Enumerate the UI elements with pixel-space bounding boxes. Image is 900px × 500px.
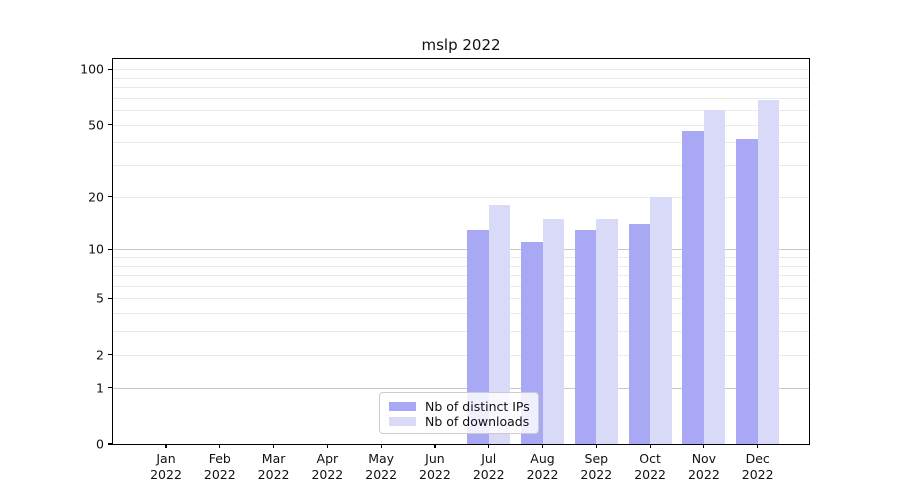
x-tick-label: Jan 2022	[150, 451, 182, 482]
bar-nb-of-distinct-ips	[682, 131, 704, 444]
legend: Nb of distinct IPs Nb of downloads	[379, 392, 539, 434]
x-tick-mark	[380, 444, 382, 448]
x-tick-label: Feb 2022	[203, 451, 236, 482]
x-tick-label: Sep 2022	[580, 451, 613, 482]
legend-item: Nb of distinct IPs	[389, 399, 530, 414]
bar-nb-of-distinct-ips	[467, 229, 489, 444]
gridline	[113, 165, 809, 167]
bar-nb-of-downloads	[703, 110, 726, 444]
legend-swatch-downloads-icon	[389, 417, 416, 426]
x-tick-mark	[272, 444, 275, 448]
gridline	[113, 77, 809, 79]
legend-label: Nb of distinct IPs	[425, 399, 530, 414]
y-tick-mark	[108, 248, 112, 250]
x-tick-label: Mar 2022	[257, 451, 290, 482]
x-tick-mark	[165, 444, 167, 448]
y-tick-label: 5	[96, 290, 104, 306]
x-tick-mark	[649, 444, 651, 448]
x-tick-mark	[434, 444, 436, 448]
gridline	[113, 275, 809, 277]
y-tick-label: 20	[88, 189, 104, 205]
bar-nb-of-downloads	[542, 218, 565, 444]
x-tick-label: Dec 2022	[741, 451, 774, 482]
x-tick-label: Nov 2022	[687, 451, 720, 482]
gridline-major	[113, 249, 809, 251]
y-tick-mark	[108, 443, 112, 445]
y-tick-mark	[108, 354, 112, 356]
y-tick-mark	[108, 387, 112, 389]
bar-nb-of-downloads	[757, 100, 780, 444]
legend-label: Nb of downloads	[425, 414, 530, 429]
chart-title: mslp 2022	[421, 36, 501, 54]
bar-nb-of-downloads	[650, 196, 672, 444]
bar-nb-of-distinct-ips	[574, 229, 597, 444]
x-tick-label: Aug 2022	[526, 451, 559, 482]
gridline	[113, 331, 809, 333]
x-tick-label: Apr 2022	[311, 451, 344, 482]
bar-nb-of-distinct-ips	[736, 138, 758, 444]
y-tick-mark	[108, 297, 112, 300]
gridline	[113, 285, 809, 287]
x-tick-mark	[703, 444, 705, 448]
y-tick-label: 2	[96, 347, 104, 363]
x-tick-mark	[541, 444, 544, 448]
y-tick-label: 10	[88, 241, 104, 257]
bar-nb-of-distinct-ips	[628, 224, 651, 444]
y-tick-mark	[108, 68, 112, 70]
gridline	[113, 257, 809, 258]
gridline-major	[113, 387, 809, 389]
x-tick-mark	[595, 444, 597, 448]
x-tick-label: Jul 2022	[472, 451, 505, 482]
x-tick-mark	[326, 444, 328, 448]
gridline	[113, 124, 809, 126]
plot-area: Nb of distinct IPs Nb of downloads 0 1 2 5 1…	[80, 58, 810, 482]
legend-swatch-distinct-ips-icon	[389, 402, 416, 411]
x-tick-mark	[219, 444, 221, 448]
x-tick-label: Oct 2022	[634, 451, 667, 482]
x-tick-mark	[488, 444, 490, 448]
gridline	[113, 313, 809, 315]
y-tick-mark	[108, 196, 112, 198]
y-tick-label: 100	[80, 61, 104, 77]
y-tick-label: 1	[96, 380, 104, 396]
y-tick-label: 0	[96, 436, 104, 452]
gridline	[113, 354, 809, 356]
gridline	[113, 196, 809, 198]
x-tick-mark	[757, 444, 759, 448]
gridline	[113, 265, 809, 267]
x-tick-label: May 2022	[365, 451, 398, 482]
gridline	[113, 87, 809, 89]
gridline	[113, 142, 809, 144]
legend-item: Nb of downloads	[389, 414, 529, 429]
y-tick-label: 50	[88, 117, 104, 133]
gridline	[113, 69, 809, 71]
x-tick-label: Jun 2022	[419, 451, 451, 482]
gridline	[113, 298, 809, 300]
bar-nb-of-downloads	[488, 204, 511, 444]
bar-nb-of-downloads	[596, 218, 618, 444]
gridline	[113, 110, 809, 112]
gridline	[113, 97, 809, 99]
y-tick-mark	[108, 124, 112, 126]
